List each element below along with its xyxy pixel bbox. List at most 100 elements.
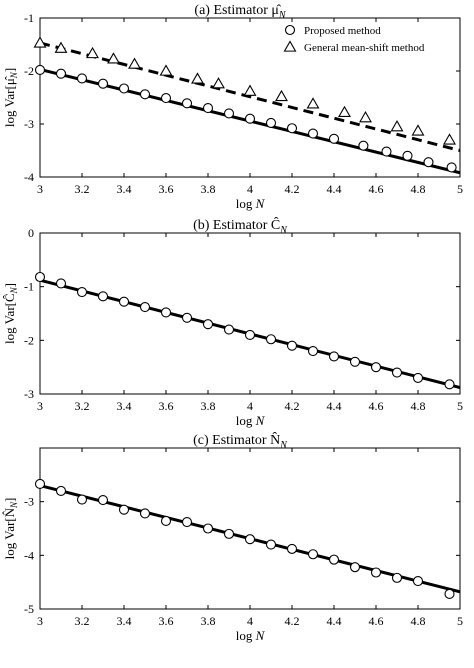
x-tick-label: 3 xyxy=(37,614,43,628)
x-tick-label: 4.2 xyxy=(285,399,300,413)
data-point-circle xyxy=(97,291,109,302)
data-point-triangle xyxy=(191,72,204,84)
y-tick-label: -5 xyxy=(24,602,34,616)
data-point-circle xyxy=(181,517,193,528)
data-point-circle xyxy=(307,128,319,139)
x-tick-label: 4.8 xyxy=(411,399,426,413)
x-axis-label: log N xyxy=(236,628,266,643)
data-point-triangle xyxy=(275,89,288,102)
data-point-circle xyxy=(444,588,455,600)
x-tick-label: 3.2 xyxy=(75,182,90,196)
chart-panel-2: 3 3.2 3.4 3.6 3.8 4 4.2 4.4 4.6 4.8 5 0 -1 -2 -3 (b) Es… xyxy=(2,216,463,428)
x-tick-label: 4.2 xyxy=(285,182,300,196)
x-tick-label: 3.8 xyxy=(201,182,216,196)
data-point-circle xyxy=(328,133,340,144)
x-tick-label: 4 xyxy=(247,182,253,196)
data-point-triangle xyxy=(107,52,120,64)
chart-title: (c) Estimator N̂N xyxy=(193,431,288,451)
data-point-circle xyxy=(244,534,256,545)
data-point-circle xyxy=(34,271,46,283)
x-tick-label: 4.8 xyxy=(411,614,426,628)
data-point-circle xyxy=(76,73,88,84)
legend-marker-triangle xyxy=(283,40,297,52)
x-tick-label: 3.2 xyxy=(75,399,90,413)
data-point-triangle xyxy=(338,105,351,118)
data-point-circle xyxy=(139,89,151,100)
data-point-triangle xyxy=(212,77,225,89)
data-point-circle xyxy=(118,83,130,94)
y-tick-label: 0 xyxy=(28,226,34,240)
y-axis-label: log Var[N̂N] xyxy=(2,498,19,560)
plot-frame xyxy=(39,447,461,610)
data-point-triangle xyxy=(128,57,141,69)
data-point-circle xyxy=(181,98,193,109)
data-point-circle xyxy=(265,117,277,128)
data-point-circle xyxy=(139,508,151,519)
x-tick-label: 4.4 xyxy=(327,614,342,628)
x-tick-label: 3.6 xyxy=(159,614,174,628)
data-point-circle xyxy=(402,150,413,161)
data-point-circle xyxy=(181,312,193,323)
data-point-circle xyxy=(244,329,256,341)
legend-label: Proposed method xyxy=(304,25,381,37)
y-axis-label: log Var[ĈN] xyxy=(2,283,19,344)
data-point-circle xyxy=(391,572,403,583)
x-tick-label: 3.6 xyxy=(159,399,174,413)
data-point-triangle xyxy=(390,120,404,132)
data-point-circle xyxy=(160,92,172,104)
y-tick-label: -4 xyxy=(24,548,34,562)
data-point-triangle xyxy=(411,124,425,136)
data-point-circle xyxy=(391,367,403,378)
data-point-circle xyxy=(370,567,382,578)
legend-label: General mean-shift method xyxy=(304,42,425,54)
data-point-circle xyxy=(358,140,369,151)
y-tick-label: -2 xyxy=(24,64,34,78)
data-point-circle xyxy=(97,495,109,506)
data-point-circle xyxy=(328,554,340,565)
data-point-circle xyxy=(286,543,298,554)
x-tick-label: 3.4 xyxy=(117,399,132,413)
data-point-circle xyxy=(412,576,424,587)
data-point-circle xyxy=(55,278,67,289)
legend-marker-circle xyxy=(284,24,296,36)
data-point-triangle xyxy=(359,111,372,123)
y-tick-label: -1 xyxy=(24,11,34,25)
data-point-triangle xyxy=(306,97,320,109)
x-tick-label: 3.4 xyxy=(117,182,132,196)
legend: Proposed method General mean-shift method xyxy=(283,24,425,54)
data-point-circle xyxy=(202,523,214,534)
data-point-circle xyxy=(349,562,361,573)
x-tick-label: 4.6 xyxy=(369,399,384,413)
data-point-circle xyxy=(55,68,67,79)
y-tick-label: -3 xyxy=(24,117,34,131)
data-point-circle xyxy=(202,319,214,330)
data-point-circle xyxy=(97,78,109,89)
data-point-circle xyxy=(381,146,392,157)
x-tick-label: 3.2 xyxy=(75,614,90,628)
x-tick-label: 4 xyxy=(247,399,253,413)
chart-panel-1: 3 3.2 3.4 3.6 3.8 4 4.2 4.4 4.6 4.8 5 -1 -2 -3 -4 (a) E… xyxy=(2,3,463,211)
data-point-circle xyxy=(328,351,340,362)
x-tick-label: 3.4 xyxy=(117,614,132,628)
x-tick-label: 4.4 xyxy=(327,399,342,413)
x-tick-label: 5 xyxy=(457,182,463,196)
data-point-triangle xyxy=(33,36,47,48)
x-tick-label: 4 xyxy=(247,614,253,628)
x-tick-label: 5 xyxy=(457,614,463,628)
data-point-circle xyxy=(307,549,319,560)
data-point-circle xyxy=(76,494,88,505)
chart-title: (a) Estimator μ̂N xyxy=(194,3,286,21)
data-point-circle xyxy=(370,362,382,373)
y-tick-label: -4 xyxy=(24,170,34,184)
data-point-circle xyxy=(223,324,235,335)
y-tick-label: -1 xyxy=(24,280,34,294)
data-point-circle xyxy=(412,372,424,383)
y-tick-label: -3 xyxy=(24,387,34,401)
data-point-circle xyxy=(244,113,256,124)
data-point-circle xyxy=(34,478,46,490)
data-point-triangle xyxy=(54,41,68,53)
x-tick-label: 3 xyxy=(37,399,43,413)
x-tick-label: 4.6 xyxy=(369,182,384,196)
data-point-circle xyxy=(118,296,130,307)
